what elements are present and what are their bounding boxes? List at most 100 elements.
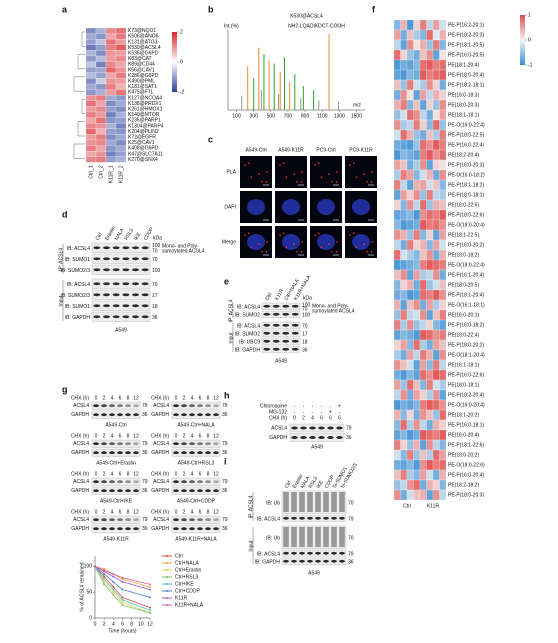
- blot-strip: [171, 515, 221, 524]
- legend-marker: [166, 583, 168, 585]
- heatmap-cell: [432, 379, 440, 391]
- heatmap-cell: [393, 409, 401, 421]
- blot-strip: [171, 448, 221, 457]
- row-label: PE-P(18:1-22:6): [448, 442, 484, 448]
- heatmap-cell: [400, 399, 408, 411]
- blot-strip: [261, 310, 301, 318]
- heatmap-cell: [393, 399, 401, 411]
- heatmap-cell: [413, 159, 421, 171]
- kda-label: 70: [152, 249, 158, 255]
- heatmap-cell: [393, 79, 401, 91]
- legend-marker: [166, 604, 168, 606]
- smear: [339, 527, 345, 547]
- point: [121, 576, 124, 579]
- colorbar: [172, 32, 177, 92]
- heatmap-cell: [406, 39, 414, 51]
- band: [205, 527, 211, 531]
- heatmap-cell: [393, 199, 401, 211]
- heatmap-cell: [95, 39, 107, 45]
- group-label: Input: [228, 332, 234, 344]
- heatmap-cell: [413, 309, 421, 321]
- heatmap-cell: [439, 419, 447, 431]
- condition-mark: -: [330, 403, 332, 409]
- heatmap-cell: [115, 83, 127, 90]
- time-label: 4: [191, 433, 194, 439]
- heatmap-cell: [393, 349, 401, 361]
- heatmap-cell: [393, 169, 401, 181]
- heatmap-cell: [115, 67, 127, 73]
- band: [93, 246, 101, 250]
- time-label: 0: [95, 471, 98, 477]
- heatmap-cell: [406, 369, 414, 381]
- colorbar-tick-label: 2: [180, 29, 183, 35]
- heatmap-cell: [105, 67, 117, 73]
- heatmap-cell: [393, 259, 401, 271]
- heatmap-cell: [432, 29, 440, 41]
- heatmap-cell: [400, 129, 408, 141]
- kda-label: 70: [302, 323, 308, 329]
- column-label: K11R_1: [108, 165, 114, 183]
- band: [205, 518, 211, 522]
- pla-dot: [250, 176, 253, 178]
- heatmap-cell: [85, 72, 97, 79]
- x-tick-label: 0: [94, 621, 97, 627]
- heatmap-cell: [432, 319, 440, 331]
- band: [122, 304, 130, 308]
- heatmap-cell: [393, 249, 401, 261]
- band: [141, 282, 149, 286]
- band: [173, 518, 179, 522]
- x-tick-label: 12: [147, 621, 153, 627]
- heatmap-cell: [85, 89, 97, 96]
- heatmap-cell: [406, 149, 414, 161]
- row-label: IB: SUMO2: [235, 312, 261, 318]
- blot-strip: [281, 557, 347, 565]
- row-label: PE(18:1-20:2): [448, 412, 479, 418]
- cell-line: A549: [311, 444, 323, 450]
- band: [141, 257, 149, 261]
- band: [299, 559, 305, 563]
- heatmap-cell: [419, 429, 427, 441]
- time-label: 6: [199, 433, 202, 439]
- row-label: K1304@PARP4: [128, 123, 164, 129]
- pla-dot: [258, 243, 260, 245]
- heatmap-cell: [426, 29, 434, 41]
- band: [315, 551, 321, 555]
- annotation: Mono- and Poly-: [162, 243, 199, 249]
- heatmap-cell: [432, 19, 440, 31]
- heatmap-cell: [426, 359, 434, 371]
- x-tick-label: 300: [250, 113, 259, 119]
- heatmap-cell: [439, 199, 447, 211]
- blot-strip: [91, 515, 141, 524]
- condition-mark: -: [312, 403, 314, 409]
- heatmap-cell: [439, 459, 447, 471]
- heatmap-cell: [393, 429, 401, 441]
- row-label: K56@CAV1: [128, 67, 155, 73]
- row-label: ACSL4: [73, 517, 89, 523]
- point: [149, 611, 151, 614]
- kda-label: 70: [152, 282, 158, 288]
- kda-label: 100: [302, 302, 311, 308]
- heatmap-cell: [406, 209, 414, 221]
- row-label: IB: ACSL4: [237, 304, 260, 310]
- heatmap-cell: [406, 119, 414, 131]
- heatmap-cell: [85, 44, 97, 51]
- lane-label: IKE: [316, 479, 326, 490]
- heatmap-cell: [406, 429, 414, 441]
- heatmap-cell: [406, 459, 414, 471]
- band: [283, 551, 289, 555]
- band: [181, 518, 187, 522]
- row-label: PE-P(18:0-20:4): [448, 72, 484, 78]
- heatmap-cell: [413, 349, 421, 361]
- heatmap-cell: [439, 409, 447, 421]
- band: [101, 451, 107, 455]
- heatmap-cell: [400, 349, 408, 361]
- legend-label: Ctrl+Erastin: [175, 567, 201, 573]
- heatmap-cell: [439, 169, 447, 181]
- heatmap-cell: [426, 209, 434, 221]
- heatmap-cell: [439, 289, 447, 301]
- heatmap-cell: [85, 78, 97, 85]
- heatmap-cell: [439, 319, 447, 331]
- heatmap-cell: [419, 369, 427, 381]
- legend-marker: [166, 576, 168, 578]
- heatmap-cell: [419, 399, 427, 411]
